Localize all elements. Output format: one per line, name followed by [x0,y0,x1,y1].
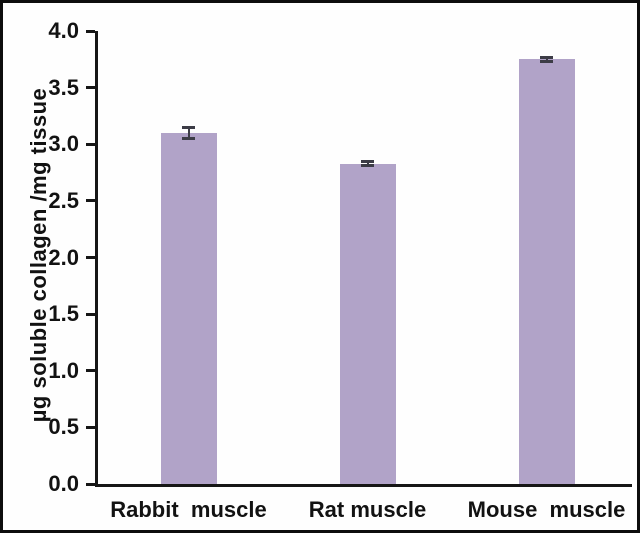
y-tick-mark [86,312,95,316]
error-bar-line [187,127,190,139]
error-bar-cap-bottom [540,60,553,64]
plot-area: 0.0 0.5 1.0 1.5 2.0 2.5 3.0 3.5 4.0 Rabbit muscle… [3,3,637,530]
y-tick-label: 0.5 [48,414,79,440]
y-tick-label: 3.0 [48,131,79,157]
error-bar-cap-bottom [182,137,195,141]
y-tick-label: 2.0 [48,244,79,270]
error-bar-cap-top [182,125,195,129]
error-bar-line [545,57,548,62]
y-tick-mark [86,369,95,373]
error-bar-line [366,161,369,166]
y-tick-label: 1.0 [48,357,79,383]
y-tick-mark [86,29,95,33]
bar [339,163,396,484]
y-tick-mark [86,142,95,146]
y-tick-mark [86,256,95,259]
y-tick-label: 1.5 [48,301,79,327]
y-tick-label: 3.5 [48,74,79,100]
x-axis-line [95,484,632,487]
y-tick-label: 2.5 [48,187,79,213]
y-tick-mark [86,482,95,486]
y-tick-label: 0.0 [48,471,79,496]
y-axis-line [95,31,98,487]
error-bar-cap-top [361,159,374,163]
x-category-label: Rabbit muscle [110,497,267,522]
x-category-label: Rat muscle [308,497,427,522]
y-tick-label: 4.0 [48,18,79,43]
y-tick-mark [86,86,95,90]
bar [518,59,575,484]
bar [160,132,217,484]
y-tick-mark [86,199,95,203]
error-bar-cap-top [540,55,553,59]
y-tick-mark [86,425,95,429]
error-bar-cap-bottom [361,164,374,168]
x-category-label: Mouse muscle [467,497,626,522]
